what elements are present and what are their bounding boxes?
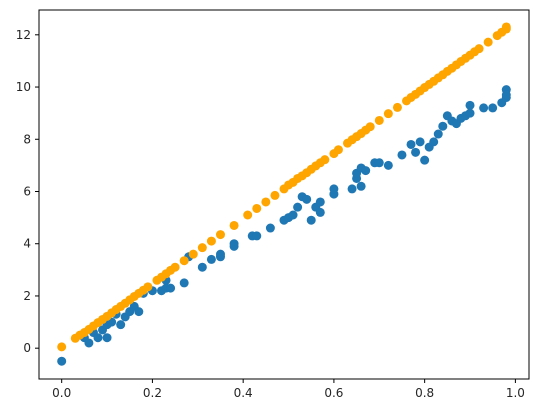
data-point xyxy=(347,184,357,194)
data-point xyxy=(229,220,239,230)
data-point xyxy=(288,210,298,220)
data-point xyxy=(488,103,498,113)
y-tick-label: 8 xyxy=(23,132,31,146)
data-points-layer xyxy=(57,22,511,366)
data-point xyxy=(438,121,448,131)
data-point xyxy=(374,115,384,125)
data-point xyxy=(501,22,511,32)
y-tick-label: 10 xyxy=(16,80,31,94)
data-point xyxy=(397,150,407,160)
data-point xyxy=(392,102,402,112)
x-tick-label: 0.0 xyxy=(52,386,71,400)
data-point xyxy=(102,333,112,343)
axes-layer: 0.0 0.2 0.4 0.6 0.8 1.0 0 2 4 6 8 10 12 xyxy=(16,28,525,400)
data-point xyxy=(197,262,207,272)
data-point xyxy=(215,249,225,259)
series-2 xyxy=(57,22,511,352)
data-point xyxy=(320,155,330,165)
data-point xyxy=(306,215,316,225)
data-point xyxy=(361,166,371,176)
y-tick-label: 12 xyxy=(16,28,31,42)
x-tick-label: 0.2 xyxy=(143,386,162,400)
x-tick-label: 0.4 xyxy=(234,386,253,400)
data-point xyxy=(433,129,443,139)
data-point xyxy=(465,100,475,110)
data-point xyxy=(302,194,312,204)
data-point xyxy=(57,356,67,366)
data-point xyxy=(356,181,366,191)
y-tick-label: 0 xyxy=(23,341,31,355)
data-point xyxy=(315,197,325,207)
data-point xyxy=(329,184,339,194)
data-point xyxy=(143,282,153,292)
x-tick-label: 1.0 xyxy=(506,386,525,400)
data-point xyxy=(383,160,393,170)
data-point xyxy=(406,139,416,149)
data-point xyxy=(315,207,325,217)
data-point xyxy=(474,44,484,54)
data-point xyxy=(84,338,94,348)
data-point xyxy=(197,243,207,253)
data-point xyxy=(374,158,384,168)
y-tick-label: 4 xyxy=(23,237,31,251)
x-tick-label: 0.8 xyxy=(415,386,434,400)
data-point xyxy=(170,262,180,272)
data-point xyxy=(479,103,489,113)
data-point xyxy=(465,108,475,118)
plot-frame xyxy=(38,9,530,380)
data-point xyxy=(93,333,103,343)
data-point xyxy=(252,203,262,213)
data-point xyxy=(411,147,421,157)
data-point xyxy=(420,155,430,165)
data-point xyxy=(206,254,216,264)
data-point xyxy=(134,307,144,317)
data-point xyxy=(270,190,280,200)
data-point xyxy=(333,145,343,155)
data-point xyxy=(179,278,189,288)
data-point xyxy=(383,109,393,119)
data-point xyxy=(188,249,198,259)
data-point xyxy=(501,90,511,100)
x-tick-label: 0.6 xyxy=(324,386,343,400)
data-point xyxy=(166,283,176,293)
data-point xyxy=(179,256,189,266)
data-point xyxy=(265,223,275,233)
data-point xyxy=(229,241,239,251)
data-point xyxy=(206,236,216,246)
data-point xyxy=(116,320,126,330)
data-point xyxy=(415,137,425,147)
data-point xyxy=(215,230,225,240)
data-point xyxy=(365,122,375,132)
data-point xyxy=(57,342,67,352)
y-tick-label: 6 xyxy=(23,184,31,198)
data-point xyxy=(483,37,493,47)
data-point xyxy=(293,202,303,212)
data-point xyxy=(429,137,439,147)
series-1 xyxy=(57,85,511,366)
data-point xyxy=(252,231,262,241)
data-point xyxy=(261,197,271,207)
data-point xyxy=(243,210,253,220)
y-tick-label: 2 xyxy=(23,289,31,303)
